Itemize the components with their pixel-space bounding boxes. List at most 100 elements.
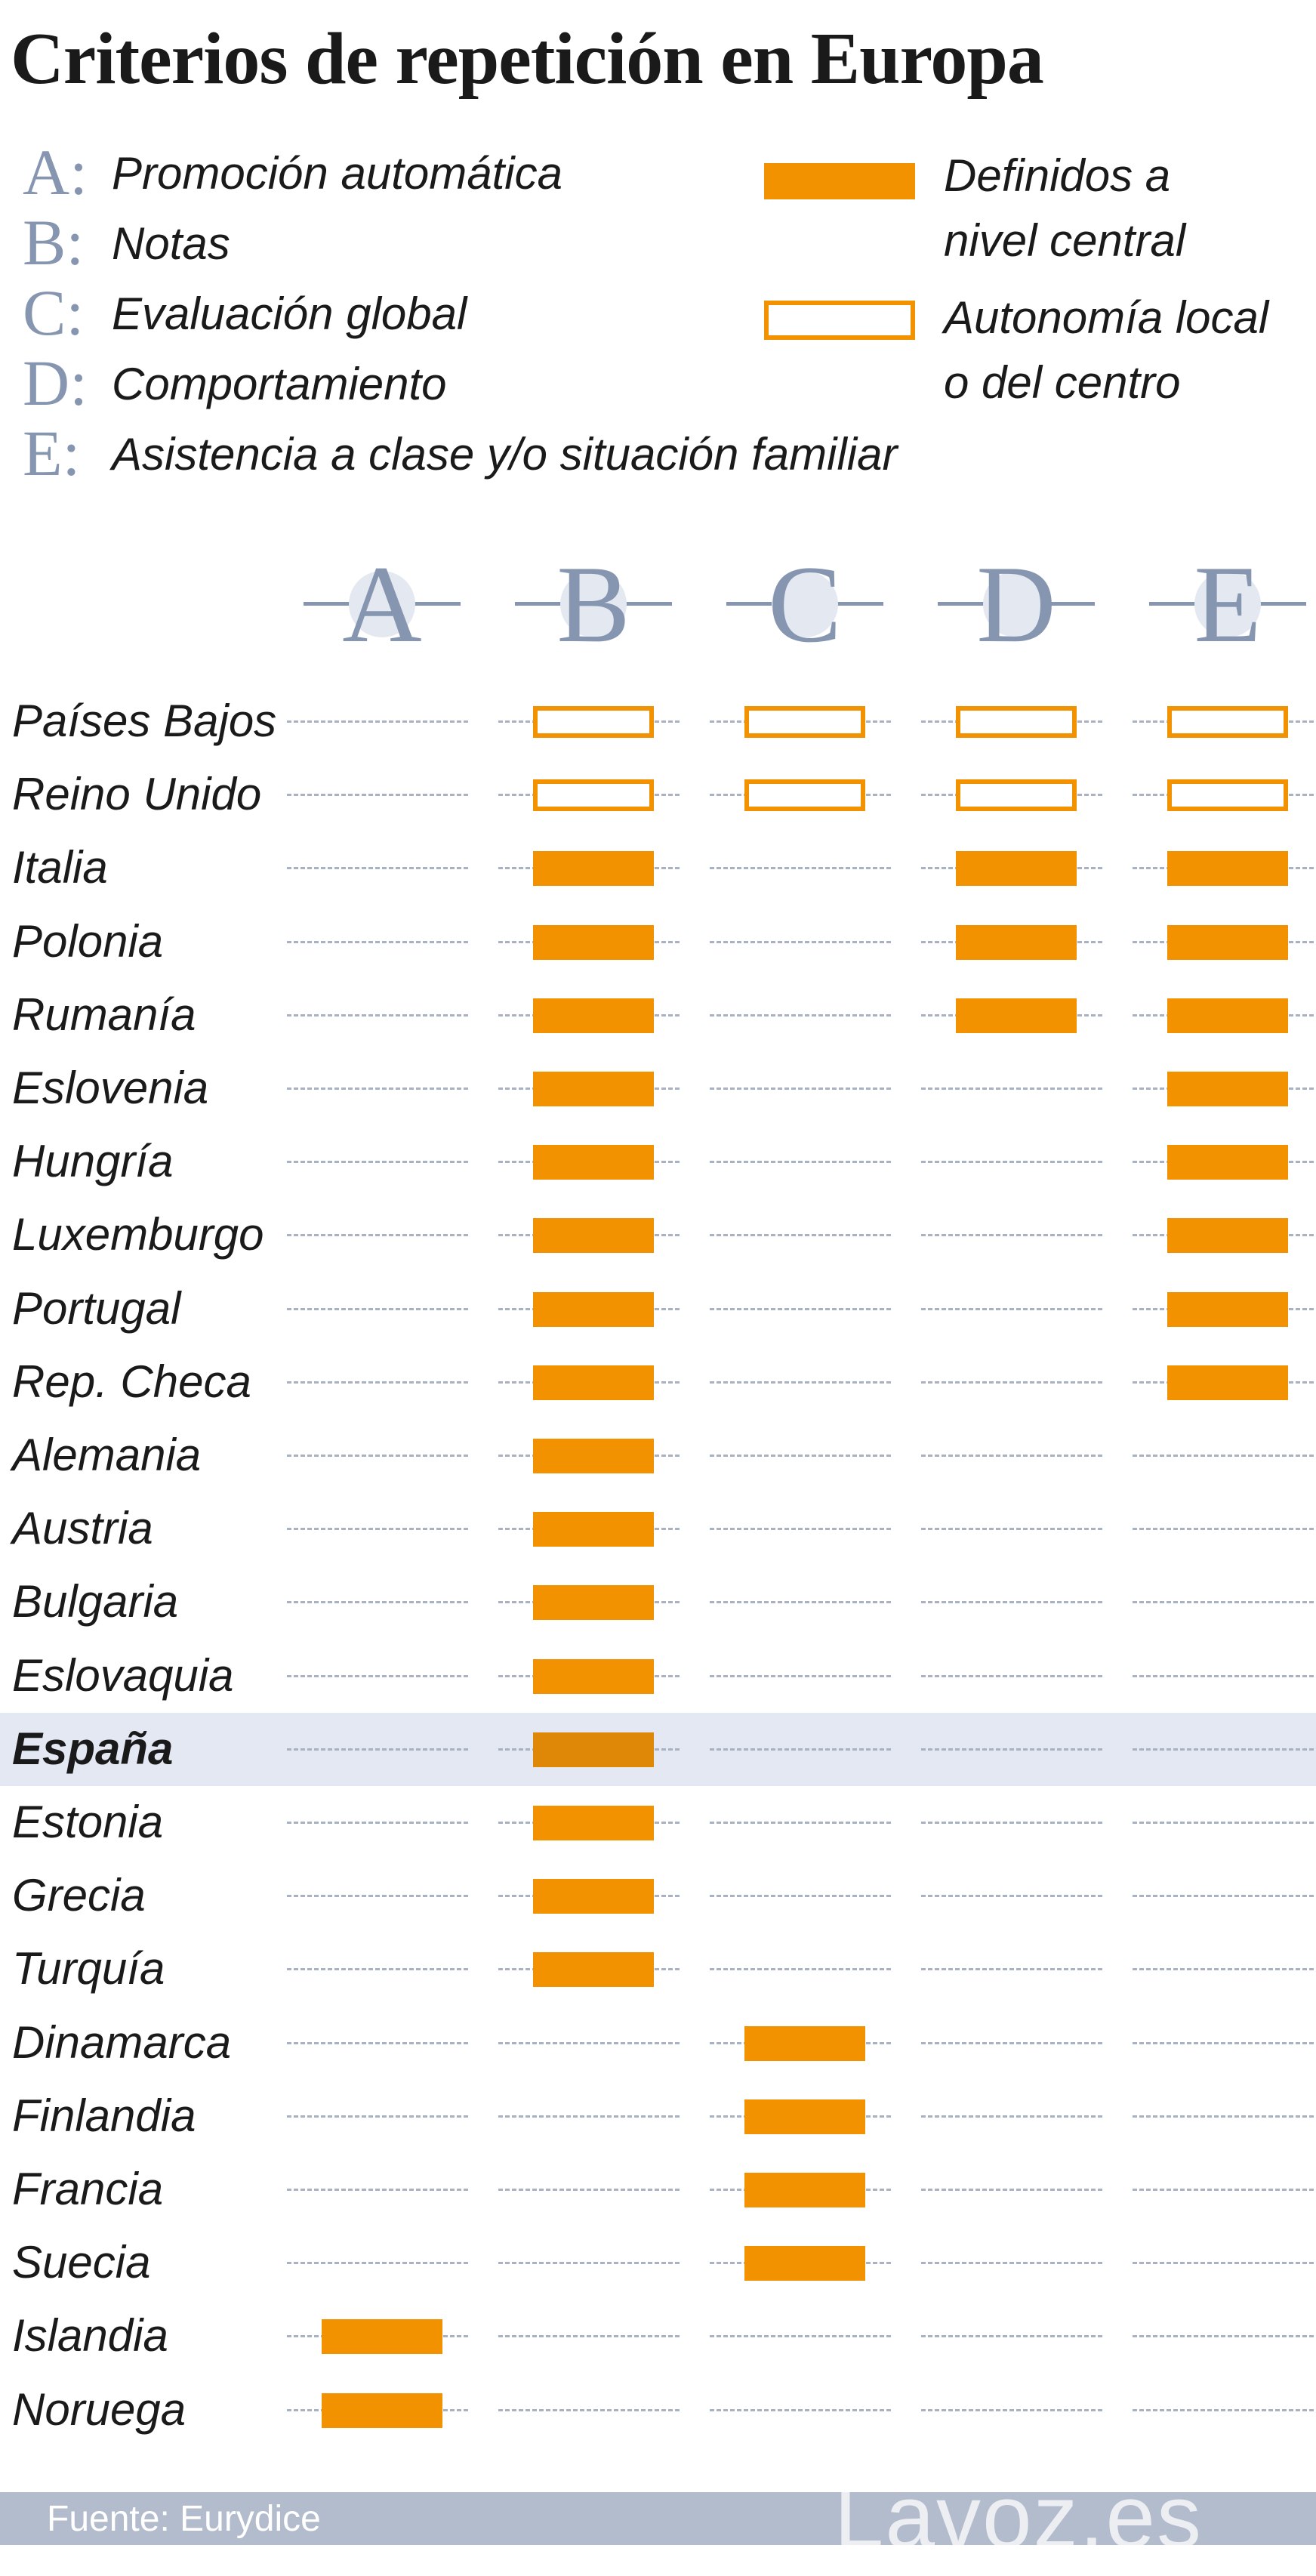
- row-guide-dash: [710, 1308, 891, 1310]
- bar-central: [533, 1218, 654, 1253]
- bar-local: [956, 706, 1077, 738]
- bar-central: [533, 1585, 654, 1620]
- bar-central: [533, 1806, 654, 1840]
- table-row: Alemania: [0, 1419, 1316, 1492]
- row-guide-dash: [287, 1234, 468, 1236]
- row-guide-dash: [710, 1601, 891, 1603]
- row-guide-dash: [710, 1895, 891, 1897]
- bar-central: [533, 1439, 654, 1473]
- bar-local: [1167, 779, 1288, 811]
- bar-central: [533, 1145, 654, 1180]
- row-guide-dash: [1133, 2115, 1314, 2118]
- row-guide-dash: [921, 1675, 1102, 1677]
- definition-letter: E:: [23, 417, 81, 489]
- chart-title: Criterios de repetición en Europa: [11, 18, 1044, 100]
- table-row: Hungría: [0, 1125, 1316, 1199]
- column-header-circle: [983, 571, 1049, 637]
- bar-local: [744, 779, 865, 811]
- table-row: Suecia: [0, 2226, 1316, 2300]
- definition-text: Asistencia a clase y/o situación familia…: [112, 429, 898, 480]
- legend-swatch-local: [764, 301, 915, 340]
- country-label: Grecia: [12, 1870, 146, 1920]
- country-label: Noruega: [12, 2384, 186, 2435]
- country-label: Eslovenia: [12, 1063, 209, 1113]
- bar-central: [533, 851, 654, 886]
- bar-central: [744, 2099, 865, 2134]
- country-label: Finlandia: [12, 2090, 196, 2141]
- table-row: Turquía: [0, 1933, 1316, 2006]
- row-guide-dash: [287, 1455, 468, 1457]
- bar-central: [1167, 1365, 1288, 1400]
- bar-central: [1167, 925, 1288, 960]
- column-header-letter: A: [342, 543, 422, 665]
- row-guide-dash: [1133, 1822, 1314, 1824]
- table-row: Rep. Checa: [0, 1346, 1316, 1419]
- country-label: Hungría: [12, 1136, 174, 1186]
- row-guide-dash: [498, 2042, 680, 2044]
- definition-text: Notas: [112, 218, 230, 269]
- country-label: Eslovaquia: [12, 1650, 234, 1701]
- row-guide-dash: [498, 2115, 680, 2118]
- bar-central: [1167, 1292, 1288, 1327]
- table-row: Finlandia: [0, 2080, 1316, 2153]
- row-guide-dash: [921, 1528, 1102, 1530]
- bar-central: [533, 1365, 654, 1400]
- row-guide-dash: [921, 1748, 1102, 1751]
- country-label: Países Bajos: [12, 696, 277, 746]
- row-guide-dash: [498, 2409, 680, 2411]
- table-row: Noruega: [0, 2374, 1316, 2447]
- table-row: Italia: [0, 831, 1316, 905]
- row-guide-dash: [921, 1822, 1102, 1824]
- bar-central: [1167, 851, 1288, 886]
- country-label: Rumanía: [12, 989, 196, 1040]
- row-guide-dash: [921, 1968, 1102, 1970]
- country-label: Luxemburgo: [12, 1209, 264, 1260]
- row-guide-dash: [710, 1381, 891, 1384]
- column-header-circle: [560, 571, 627, 637]
- bar-central: [533, 1952, 654, 1987]
- country-label: Reino Unido: [12, 769, 262, 819]
- brand-logo: Lavoz.es: [834, 2467, 1203, 2567]
- country-label: Alemania: [12, 1430, 202, 1480]
- legend-label-line: Autonomía local: [944, 292, 1269, 343]
- column-header-circle: [349, 571, 415, 637]
- row-guide-dash: [287, 2042, 468, 2044]
- table-row: Austria: [0, 1492, 1316, 1566]
- country-label: Dinamarca: [12, 2017, 232, 2068]
- bar-local: [956, 779, 1077, 811]
- table-row: Estonia: [0, 1786, 1316, 1859]
- row-guide-dash: [921, 1308, 1102, 1310]
- table-row: Eslovaquia: [0, 1640, 1316, 1713]
- row-guide-dash: [287, 1014, 468, 1017]
- row-guide-dash: [1133, 1968, 1314, 1970]
- bar-local: [1167, 706, 1288, 738]
- definition-text: Promoción automática: [112, 148, 562, 199]
- column-header-circle: [772, 571, 838, 637]
- definition-text: Evaluación global: [112, 288, 467, 339]
- row-guide-dash: [710, 1455, 891, 1457]
- row-guide-dash: [710, 1968, 891, 1970]
- country-label: Islandia: [12, 2310, 168, 2361]
- row-guide-dash: [921, 1455, 1102, 1457]
- row-guide-dash: [287, 1822, 468, 1824]
- bar-central: [1167, 998, 1288, 1033]
- row-guide-dash: [287, 1675, 468, 1677]
- row-guide-dash: [287, 2115, 468, 2118]
- bar-local: [744, 706, 865, 738]
- definition-text: Comportamiento: [112, 359, 447, 409]
- row-guide-dash: [287, 1895, 468, 1897]
- definition-letter: A:: [23, 136, 88, 208]
- row-guide-dash: [710, 941, 891, 943]
- row-guide-dash: [710, 1528, 891, 1530]
- table-row: Luxemburgo: [0, 1199, 1316, 1272]
- row-guide-dash: [287, 1161, 468, 1163]
- row-guide-dash: [710, 1087, 891, 1090]
- legend-label-line: nivel central: [944, 215, 1186, 266]
- row-guide-dash: [710, 1748, 891, 1751]
- bar-central: [533, 1292, 654, 1327]
- row-guide-dash: [1133, 2042, 1314, 2044]
- legend-label-line: Definidos a: [944, 150, 1171, 201]
- footer-bar: Fuente: Eurydice Lavoz.es: [0, 2473, 1316, 2562]
- bar-central: [533, 1659, 654, 1694]
- row-guide-dash: [287, 867, 468, 869]
